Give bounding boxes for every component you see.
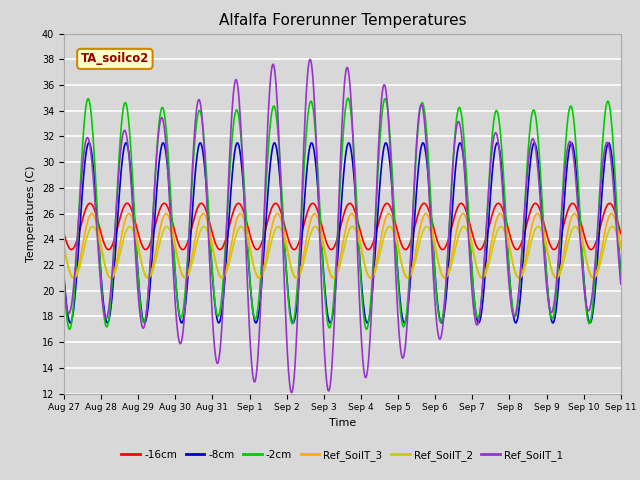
- -16cm: [556, 236, 564, 242]
- Line: -8cm: -8cm: [64, 143, 621, 323]
- Ref_SoilT_1: [287, 390, 295, 396]
- Ref_SoilT_2: [617, 246, 625, 252]
- -8cm: [141, 320, 148, 326]
- -16cm: [617, 231, 625, 237]
- Ref_SoilT_3: [556, 268, 564, 274]
- -16cm: [148, 235, 156, 241]
- -2cm: [617, 277, 625, 283]
- Ref_SoilT_1: [318, 292, 326, 298]
- -2cm: [317, 231, 325, 237]
- -16cm: [328, 246, 336, 252]
- -2cm: [344, 95, 352, 101]
- Ref_SoilT_2: [474, 269, 482, 275]
- Ref_SoilT_1: [306, 57, 314, 62]
- Text: TA_soilco2: TA_soilco2: [81, 52, 149, 65]
- -16cm: [142, 247, 150, 252]
- Ref_SoilT_1: [147, 246, 155, 252]
- Ref_SoilT_3: [148, 267, 156, 273]
- -8cm: [556, 264, 564, 270]
- -8cm: [611, 179, 618, 185]
- Ref_SoilT_2: [60, 246, 68, 252]
- -8cm: [60, 274, 68, 279]
- Ref_SoilT_1: [617, 281, 625, 287]
- Ref_SoilT_1: [474, 320, 482, 326]
- -8cm: [148, 261, 156, 266]
- -8cm: [474, 320, 482, 325]
- Title: Alfalfa Forerunner Temperatures: Alfalfa Forerunner Temperatures: [219, 13, 466, 28]
- Ref_SoilT_3: [328, 275, 336, 280]
- -2cm: [60, 279, 68, 285]
- -8cm: [617, 274, 625, 279]
- Ref_SoilT_3: [125, 211, 132, 216]
- Ref_SoilT_2: [556, 271, 564, 277]
- -2cm: [328, 317, 335, 323]
- X-axis label: Time: Time: [329, 418, 356, 428]
- Line: -2cm: -2cm: [64, 98, 621, 329]
- -16cm: [60, 231, 68, 237]
- Ref_SoilT_1: [60, 283, 68, 288]
- -16cm: [611, 207, 618, 213]
- Ref_SoilT_3: [318, 232, 326, 238]
- Y-axis label: Temperatures (C): Temperatures (C): [26, 165, 36, 262]
- -2cm: [363, 326, 371, 332]
- Ref_SoilT_2: [611, 225, 618, 231]
- Ref_SoilT_2: [108, 275, 115, 281]
- -16cm: [318, 223, 326, 229]
- Ref_SoilT_1: [611, 195, 618, 201]
- -2cm: [474, 315, 482, 321]
- Legend: -16cm, -8cm, -2cm, Ref_SoilT_3, Ref_SoilT_2, Ref_SoilT_1: -16cm, -8cm, -2cm, Ref_SoilT_3, Ref_Soil…: [117, 445, 568, 465]
- Ref_SoilT_1: [328, 355, 336, 361]
- -16cm: [124, 201, 131, 206]
- Ref_SoilT_2: [328, 274, 336, 280]
- Ref_SoilT_1: [556, 235, 564, 241]
- Line: Ref_SoilT_2: Ref_SoilT_2: [64, 227, 621, 278]
- -8cm: [318, 246, 326, 252]
- -8cm: [122, 140, 130, 146]
- Ref_SoilT_2: [148, 271, 156, 276]
- -2cm: [556, 238, 564, 244]
- Line: -16cm: -16cm: [64, 204, 621, 250]
- -16cm: [474, 246, 482, 252]
- -8cm: [328, 313, 336, 319]
- Ref_SoilT_3: [60, 243, 68, 249]
- Ref_SoilT_3: [474, 270, 482, 276]
- Ref_SoilT_3: [611, 214, 618, 220]
- Line: Ref_SoilT_3: Ref_SoilT_3: [64, 214, 621, 278]
- Ref_SoilT_3: [617, 243, 625, 249]
- -2cm: [147, 247, 155, 253]
- Line: Ref_SoilT_1: Ref_SoilT_1: [64, 60, 621, 393]
- Ref_SoilT_2: [318, 238, 326, 244]
- Ref_SoilT_3: [107, 275, 115, 281]
- -2cm: [611, 159, 618, 165]
- Ref_SoilT_2: [126, 224, 134, 229]
